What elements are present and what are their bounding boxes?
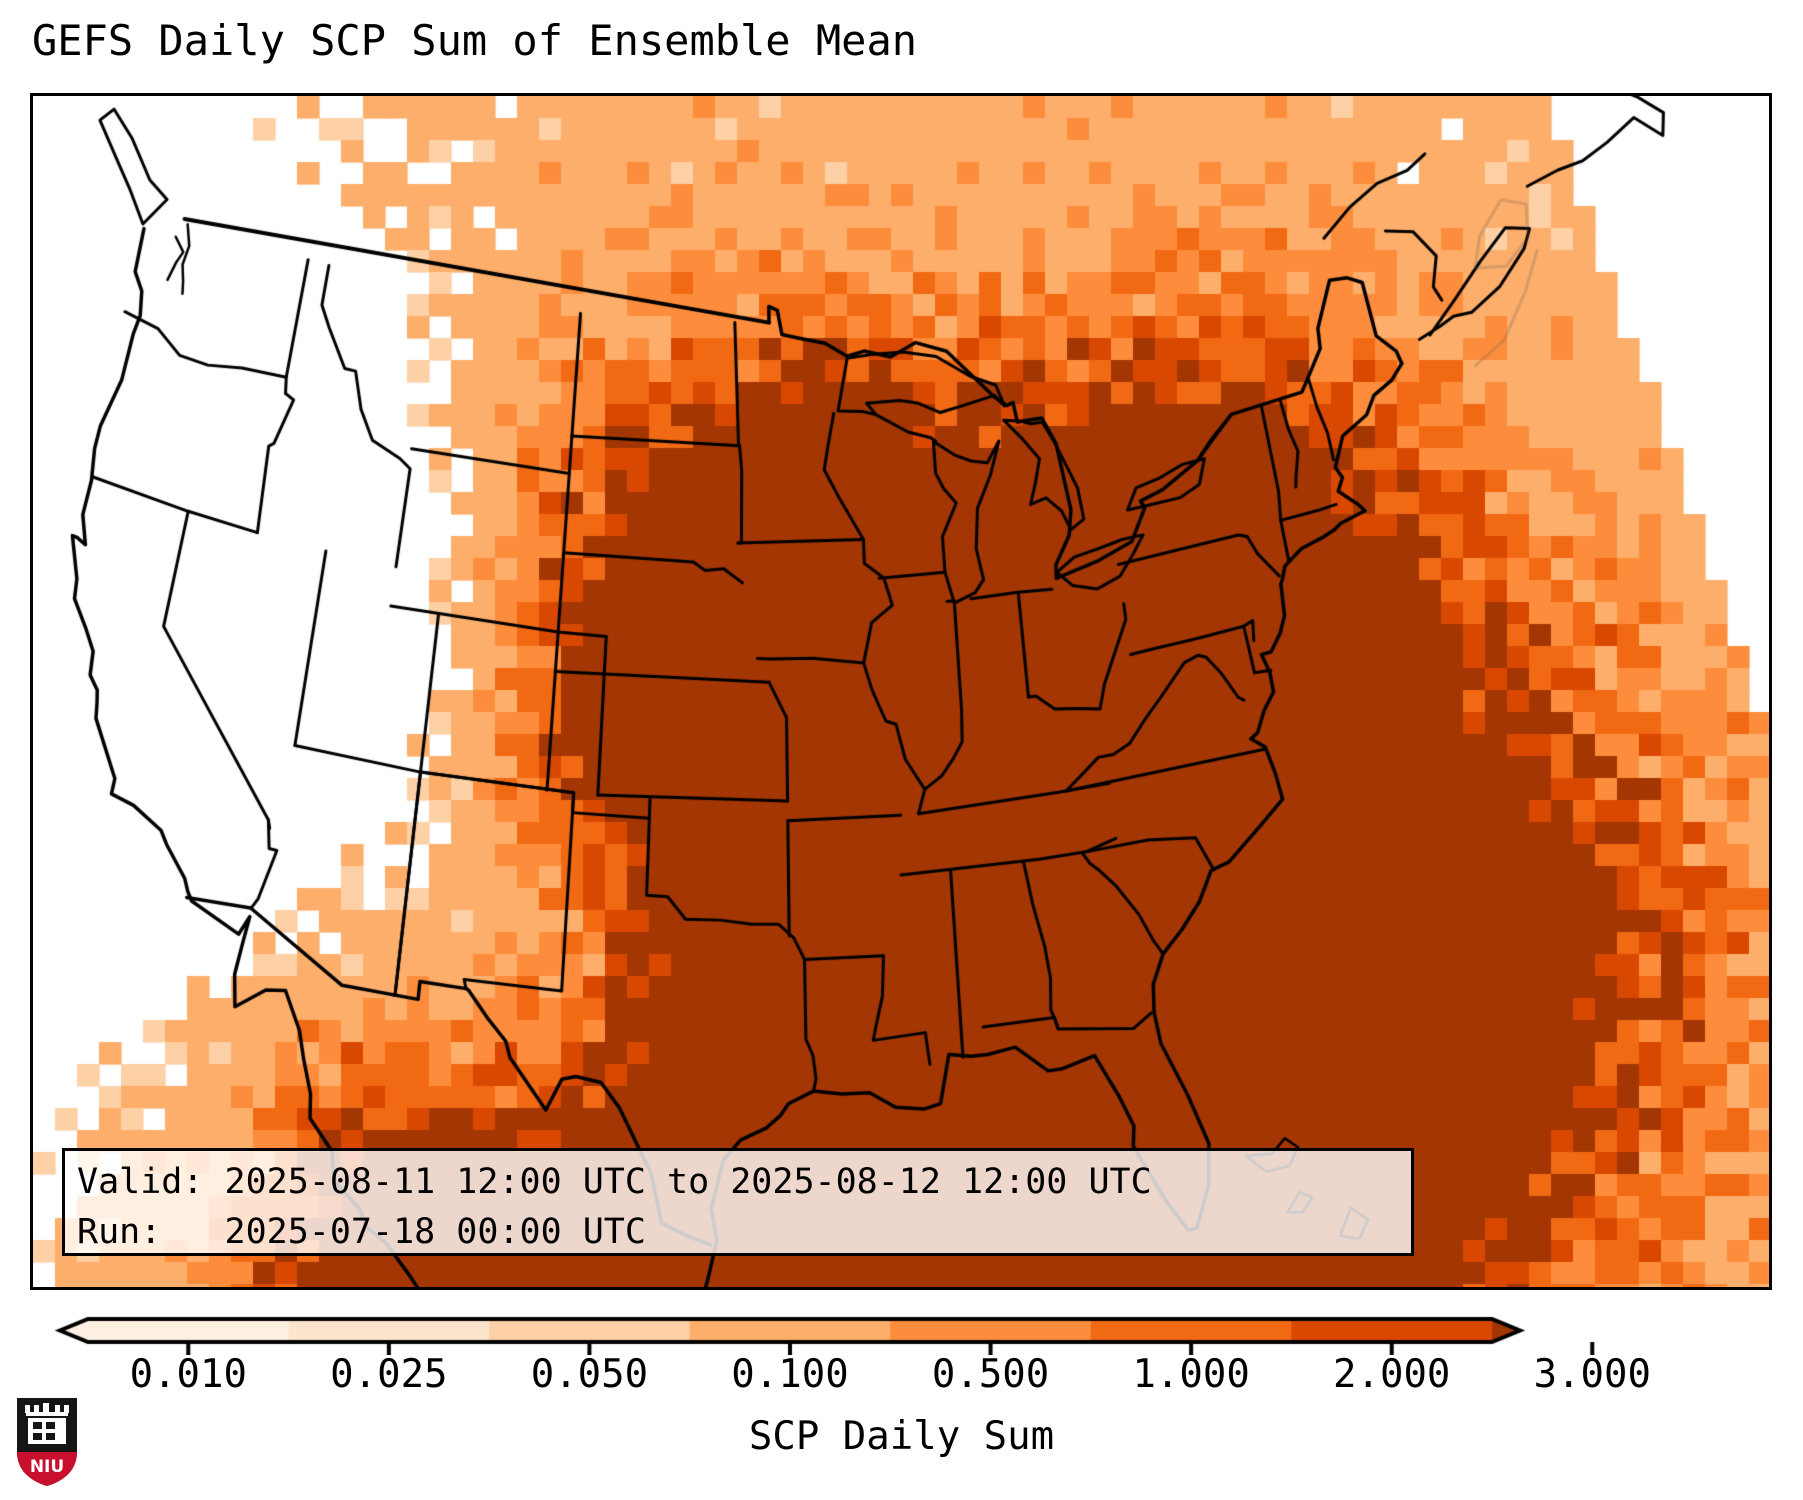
colorbar-tick-2: 0.050 xyxy=(530,1352,649,1397)
colorbar-axis-label: SCP Daily Sum xyxy=(748,1414,1055,1459)
colorbar-tick-6: 2.000 xyxy=(1333,1352,1451,1397)
page-title: GEFS Daily SCP Sum of Ensemble Mean xyxy=(32,16,918,65)
colorbar-gradient xyxy=(0,1295,1803,1355)
colorbar xyxy=(0,1295,1803,1355)
colorbar-tick-3: 0.100 xyxy=(731,1352,849,1397)
colorbar-tick-1: 0.025 xyxy=(330,1352,448,1397)
forecast-info-box: Valid: 2025-08-11 12:00 UTC to 2025-08-1… xyxy=(62,1148,1414,1256)
map-plot-area xyxy=(30,93,1772,1290)
colorbar-tick-0: 0.010 xyxy=(129,1352,247,1397)
valid-time-line: Valid: 2025-08-11 12:00 UTC to 2025-08-1… xyxy=(77,1162,1152,1202)
niu-logo-icon: NIU xyxy=(17,1398,77,1486)
colorbar-tick-5: 1.000 xyxy=(1132,1352,1250,1397)
scp-heatmap-canvas xyxy=(33,96,1769,1287)
niu-logo-text: NIU xyxy=(30,1457,64,1477)
colorbar-tick-7: 3.000 xyxy=(1533,1352,1651,1397)
colorbar-tick-4: 0.500 xyxy=(931,1352,1050,1397)
colorbar-tick-labels: 0.010 0.025 0.050 0.100 0.500 1.000 2.000 3.000 xyxy=(0,1352,1803,1402)
run-time-line: Run: 2025-07-18 00:00 UTC xyxy=(77,1212,646,1252)
